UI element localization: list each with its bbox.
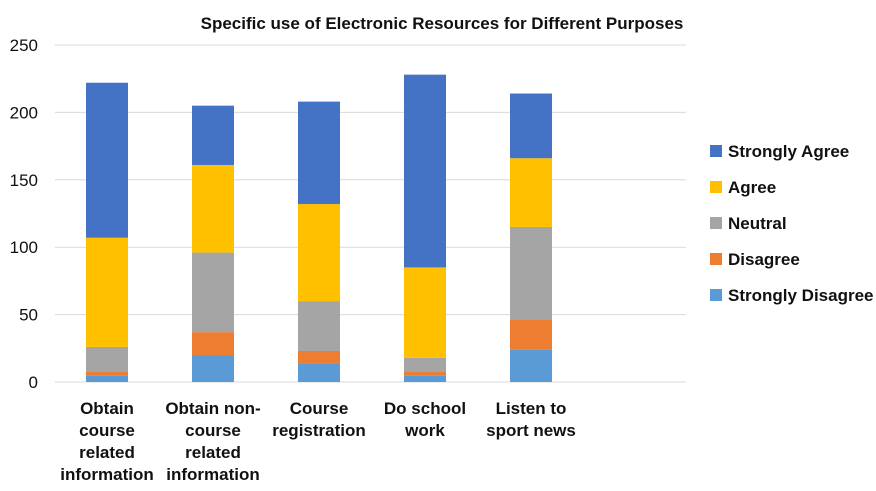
legend-swatch — [710, 217, 722, 229]
y-tick-label: 0 — [29, 373, 38, 392]
bar-segment — [86, 82, 128, 238]
legend-item: Strongly Disagree — [710, 286, 874, 305]
bar-segment — [192, 164, 234, 253]
bar-segment — [404, 357, 446, 372]
legend-item: Agree — [710, 178, 776, 197]
chart-title: Specific use of Electronic Resources for… — [201, 14, 684, 33]
y-tick-label: 250 — [10, 36, 38, 55]
legend-item: Neutral — [710, 214, 787, 233]
legend-label: Strongly Disagree — [728, 286, 874, 305]
legend-item: Strongly Agree — [710, 142, 849, 161]
y-tick-label: 100 — [10, 238, 38, 257]
x-tick-label: Listen to sport news — [486, 399, 576, 440]
gridlines — [55, 44, 686, 383]
bar-segment — [192, 355, 234, 382]
bar-segment — [192, 252, 234, 333]
legend-label: Disagree — [728, 250, 800, 269]
legend: Strongly Agree Agree Neutral Disagree Strong… — [710, 142, 874, 305]
x-tick-label: Do school work — [384, 399, 466, 440]
bar-segment — [298, 204, 340, 302]
legend-swatch — [710, 289, 722, 301]
bar-segment — [510, 158, 552, 227]
legend-swatch — [710, 253, 722, 265]
bar-segment — [86, 237, 128, 347]
bar-segment — [404, 375, 446, 382]
x-tick-label: Obtain course related information — [60, 399, 154, 484]
bar-segment — [510, 226, 552, 320]
bar-segment — [192, 332, 234, 356]
bars — [86, 74, 552, 382]
y-tick-label: 200 — [10, 103, 38, 122]
legend-label: Agree — [728, 178, 776, 197]
y-axis-ticks: 0 50 100 150 200 250 — [10, 36, 38, 392]
legend-swatch — [710, 181, 722, 193]
y-tick-label: 50 — [19, 306, 38, 325]
bar-segment — [86, 375, 128, 382]
bar-segment — [404, 267, 446, 358]
x-tick-label: Course registration — [272, 399, 366, 440]
legend-item: Disagree — [710, 250, 800, 269]
y-tick-label: 150 — [10, 171, 38, 190]
x-tick-label: Obtain non-course related information — [165, 399, 260, 484]
bar-segment — [298, 301, 340, 351]
bar-segment — [192, 105, 234, 165]
legend-label: Strongly Agree — [728, 142, 849, 161]
bar-segment — [510, 93, 552, 159]
bar-segment — [510, 349, 552, 382]
bar-segment — [298, 350, 340, 364]
bar-segment — [510, 319, 552, 350]
bar-segment — [298, 101, 340, 205]
bar-segment — [86, 346, 128, 372]
legend-swatch — [710, 145, 722, 157]
bar-segment — [298, 363, 340, 382]
bar-segment — [86, 371, 128, 376]
bar-segment — [404, 371, 446, 376]
legend-label: Neutral — [728, 214, 787, 233]
bar-segment — [404, 74, 446, 268]
